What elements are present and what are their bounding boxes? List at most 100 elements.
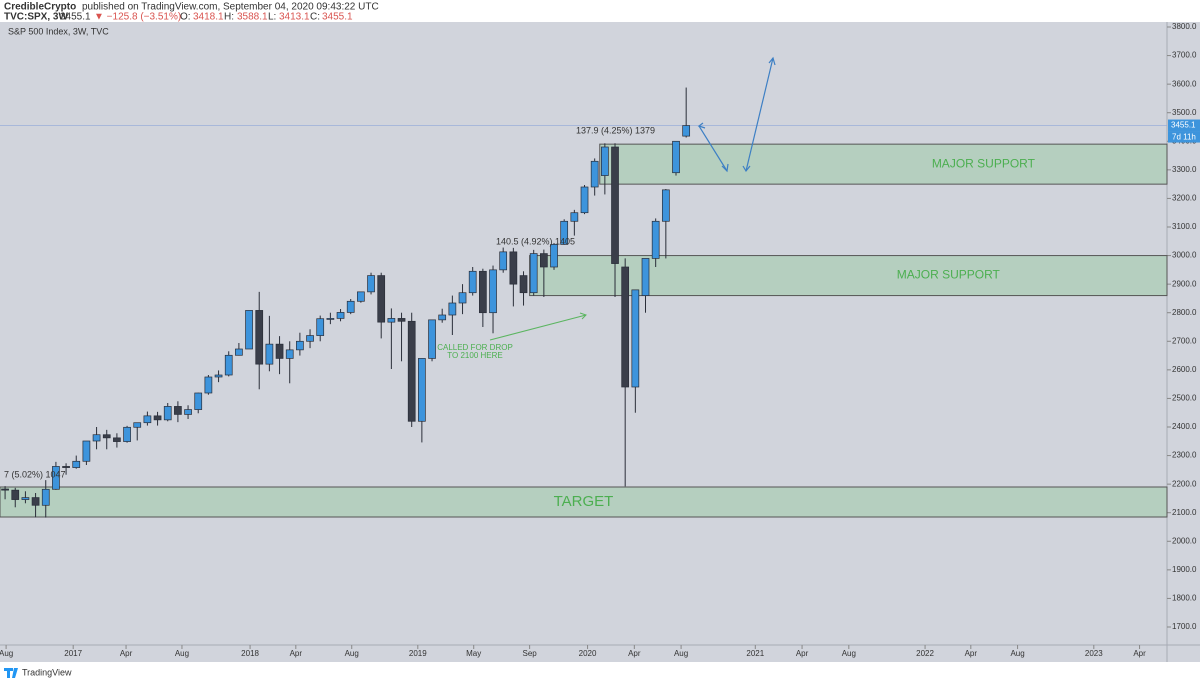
green-arrow: [489, 312, 587, 341]
candle-body: [153, 415, 162, 421]
candle-body: [41, 488, 50, 506]
x-tick-label: Sep: [523, 649, 538, 658]
candle-body: [52, 466, 60, 490]
candle-body: [397, 318, 406, 322]
footer: TradingView: [4, 667, 72, 678]
candle-body: [336, 312, 345, 319]
x-tick-label: Aug: [842, 649, 856, 658]
candle-body: [174, 406, 182, 415]
symbol: TVC:SPX, 3W: [4, 12, 68, 23]
y-tick-label: 2400.0: [1172, 422, 1197, 431]
candle-body: [550, 244, 558, 268]
candle-body: [377, 275, 386, 323]
candle-body: [235, 348, 243, 356]
x-tick-label: Aug: [1010, 649, 1024, 658]
candle-body: [163, 406, 172, 421]
support-zone: [599, 143, 1168, 185]
x-tick-label: 2018: [241, 649, 259, 658]
x-tick-label: Aug: [175, 649, 189, 658]
candle-body: [468, 270, 477, 294]
candle-body: [590, 160, 599, 188]
y-tick-label: 2800.0: [1172, 308, 1197, 317]
y-tick-label: 3600.0: [1172, 79, 1197, 88]
candle-body: [285, 349, 294, 359]
close: 3455.1: [322, 12, 353, 23]
candle-body: [102, 434, 111, 439]
candle-body: [123, 426, 131, 442]
candle-body: [113, 437, 121, 442]
x-tick-label: 2020: [579, 649, 597, 658]
candle-body: [184, 409, 192, 415]
candle-body: [641, 258, 650, 296]
y-tick-label: 1900.0: [1172, 565, 1197, 574]
countdown-box: [1168, 131, 1200, 143]
y-tick-label: 1800.0: [1172, 594, 1197, 603]
candle-body: [651, 220, 660, 259]
zone-label: MAJOR SUPPORT: [932, 156, 1036, 170]
candle-body: [407, 320, 416, 422]
open-label: O:: [180, 12, 191, 23]
candle-body: [306, 335, 314, 342]
y-tick-label: 3100.0: [1172, 222, 1197, 231]
candle-body: [1, 488, 9, 491]
open: 3418.1: [193, 12, 224, 23]
arrow-head: [697, 122, 706, 129]
candle-body: [448, 302, 457, 316]
candle-body: [631, 289, 640, 388]
candle-body: [499, 251, 508, 271]
candle-body: [204, 376, 213, 394]
logo: [4, 668, 18, 678]
candle-body: [11, 489, 20, 500]
candle-body: [326, 318, 335, 320]
candle-body: [611, 146, 619, 264]
candle-body: [458, 292, 467, 304]
change: ▼ −125.8 (−3.51%): [94, 12, 181, 23]
x-tick-label: Apr: [796, 649, 809, 658]
y-tick-label: 3700.0: [1172, 51, 1197, 60]
author: CredibleCrypto: [4, 2, 76, 13]
candle-body: [682, 125, 691, 137]
candle-body: [428, 319, 436, 359]
published: published on TradingView.com, September …: [82, 2, 379, 13]
arrow-head: [742, 165, 751, 173]
candle-body: [245, 310, 253, 350]
y-tick-label: 2200.0: [1172, 479, 1197, 488]
candle-body: [194, 392, 203, 410]
arrow-head: [721, 163, 729, 173]
candle-body: [31, 497, 40, 506]
candle-body: [92, 434, 101, 442]
x-tick-label: Apr: [628, 649, 641, 658]
x-tick-label: Aug: [674, 649, 688, 658]
candle-body: [519, 275, 528, 294]
candle-body: [224, 354, 233, 376]
plot: 1700.0 1800.0 1900.0 2000.0 2100.0 2200.0 2300…: [0, 22, 1200, 658]
x-tick-label: 2021: [746, 649, 764, 658]
y-tick-label: 2100.0: [1172, 508, 1197, 517]
candle-body: [346, 300, 355, 313]
x-tick-label: Apr: [120, 649, 133, 658]
candle-body: [82, 440, 91, 462]
arrow-head: [768, 56, 776, 66]
support-zone: [0, 486, 1168, 518]
candle-body: [255, 310, 264, 365]
x-tick-label: 2023: [1085, 649, 1103, 658]
y-tick-label: 2700.0: [1172, 336, 1197, 345]
annotation: 137.9 (4.25%) 1379: [576, 125, 655, 135]
low-label: L:: [268, 12, 276, 23]
arrow-up: [745, 57, 774, 172]
candle-body: [489, 269, 497, 314]
candle-body: [479, 270, 487, 314]
high-label: H:: [224, 12, 234, 23]
candle-body: [621, 266, 630, 388]
candle-body: [296, 340, 304, 351]
price-box: [1168, 119, 1200, 132]
y-tick-label: 2900.0: [1172, 279, 1197, 288]
candle-body: [265, 343, 274, 365]
x-tick-label: 2017: [64, 649, 82, 658]
candle-body: [367, 275, 375, 293]
candle-body: [418, 358, 426, 422]
y-tick-label: 2500.0: [1172, 394, 1197, 403]
candle-body: [570, 212, 579, 222]
annotation: CALLED FOR DROP: [437, 343, 513, 352]
